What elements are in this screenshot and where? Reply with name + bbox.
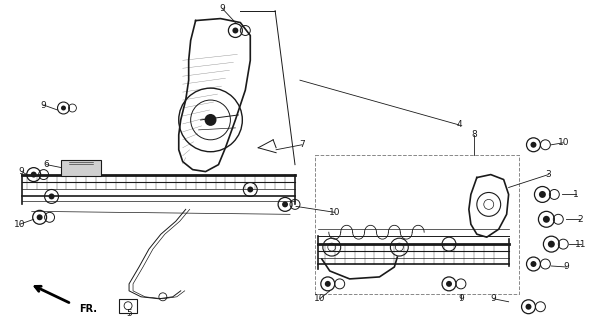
Circle shape (325, 281, 331, 287)
Text: 9: 9 (458, 294, 464, 303)
Text: 9: 9 (19, 167, 25, 176)
Text: 11: 11 (575, 240, 587, 249)
Circle shape (548, 241, 555, 248)
Text: 4: 4 (456, 120, 462, 129)
Circle shape (37, 214, 42, 220)
Bar (119, 299, 137, 313)
Circle shape (48, 194, 55, 199)
Text: 10: 10 (14, 220, 25, 229)
Text: 9: 9 (220, 4, 226, 13)
Text: 10: 10 (558, 138, 569, 147)
Circle shape (31, 172, 37, 178)
Circle shape (61, 106, 66, 110)
Text: 9: 9 (491, 294, 497, 303)
Text: 5: 5 (126, 309, 132, 318)
Circle shape (204, 114, 217, 126)
Text: 9: 9 (41, 100, 47, 109)
Text: 2: 2 (577, 215, 583, 224)
Text: 10: 10 (329, 208, 340, 217)
Circle shape (531, 142, 537, 148)
Circle shape (282, 201, 288, 207)
Text: 1: 1 (573, 190, 579, 199)
Circle shape (446, 281, 452, 287)
Text: 7: 7 (299, 140, 305, 149)
Text: FR.: FR. (80, 304, 97, 314)
Circle shape (543, 216, 550, 223)
Text: 10: 10 (314, 294, 326, 303)
Circle shape (525, 304, 531, 310)
Circle shape (531, 261, 537, 267)
Text: 6: 6 (44, 160, 49, 169)
Circle shape (247, 187, 253, 192)
Text: 3: 3 (545, 170, 551, 179)
Circle shape (233, 28, 239, 34)
Text: 8: 8 (471, 130, 477, 139)
Bar (61, 160, 101, 176)
Text: 9: 9 (564, 262, 569, 271)
Circle shape (539, 191, 546, 198)
